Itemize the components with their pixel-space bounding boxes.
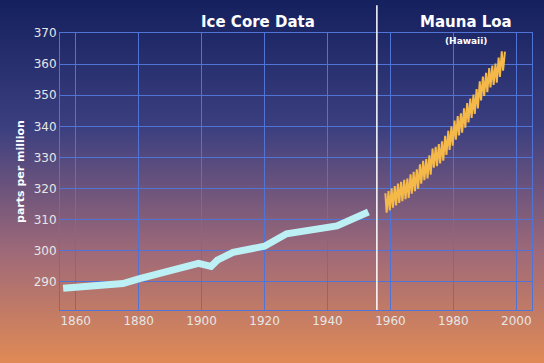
svg-text:320: 320 <box>34 182 57 196</box>
svg-text:1920: 1920 <box>249 314 280 328</box>
svg-text:370: 370 <box>34 26 57 40</box>
svg-text:(Hawaii): (Hawaii) <box>445 36 487 46</box>
svg-text:290: 290 <box>34 275 57 289</box>
svg-text:350: 350 <box>34 88 57 102</box>
svg-text:300: 300 <box>34 244 57 258</box>
svg-text:330: 330 <box>34 151 57 165</box>
svg-text:1980: 1980 <box>438 314 469 328</box>
svg-text:340: 340 <box>34 120 57 134</box>
svg-text:310: 310 <box>34 213 57 227</box>
svg-text:360: 360 <box>34 57 57 71</box>
svg-text:parts per million: parts per million <box>14 120 27 223</box>
svg-text:Mauna Loa: Mauna Loa <box>420 13 512 31</box>
svg-text:1900: 1900 <box>186 314 217 328</box>
svg-text:2000: 2000 <box>501 314 532 328</box>
svg-text:1880: 1880 <box>123 314 154 328</box>
svg-text:1960: 1960 <box>375 314 406 328</box>
svg-text:1860: 1860 <box>60 314 91 328</box>
svg-text:Ice Core Data: Ice Core Data <box>201 13 315 31</box>
svg-text:1940: 1940 <box>312 314 343 328</box>
